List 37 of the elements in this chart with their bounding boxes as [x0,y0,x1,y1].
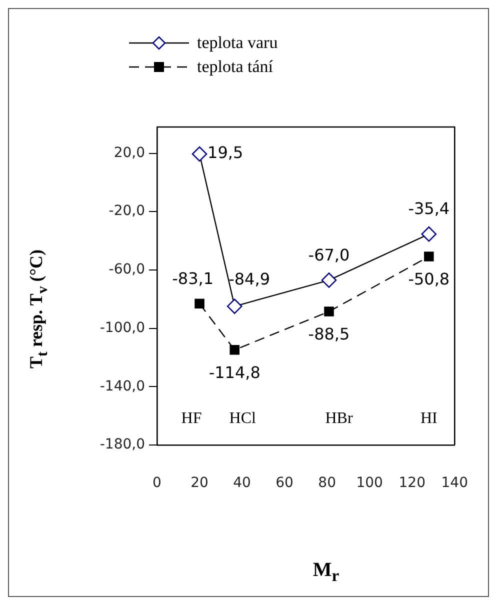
point [321,272,337,288]
data-label: -88,5 [308,324,350,344]
data-label: -50,8 [408,270,450,289]
point [194,298,204,309]
y-tick-label: 20,0 [114,144,145,161]
x-tick-label: 100 [356,475,383,492]
annotation: HBr [325,410,354,428]
point [230,345,240,355]
data-label: 19,5 [208,143,244,162]
annotation: HCl [229,410,256,428]
x-tick-label: 140 [441,475,468,492]
x-axis-title: M$_{r}$ [312,559,340,586]
y-tick-label: -180,0 [100,436,145,453]
y-tick-label: -100,0 [100,320,145,336]
x-tick-label: 0 [152,475,162,492]
point [424,252,434,262]
x-tick-label: 60 [276,475,294,492]
x-tick-label: 20 [190,475,208,492]
x-tick-label: 80 [318,475,336,492]
x-tick-label: 120 [398,475,426,492]
data-label: -35,4 [408,199,450,218]
legend-label: teplota tání [197,57,274,77]
point [421,226,437,242]
point [226,298,242,314]
data-label: -67,0 [308,245,350,264]
legend-label: teplota varu [197,33,278,53]
data-label: -84,9 [228,269,270,288]
y-tick-label: -60,0 [108,262,145,278]
annotation: HI [420,410,438,428]
y-tick-label: -20,0 [108,203,145,220]
data-label: -83,1 [172,268,214,288]
data-label: -114,8 [208,363,260,382]
x-tick-label: 40 [233,475,251,492]
annotation: HF [181,410,202,428]
point [192,146,208,162]
y-tick-label: -140,0 [100,378,145,394]
point [324,306,334,316]
